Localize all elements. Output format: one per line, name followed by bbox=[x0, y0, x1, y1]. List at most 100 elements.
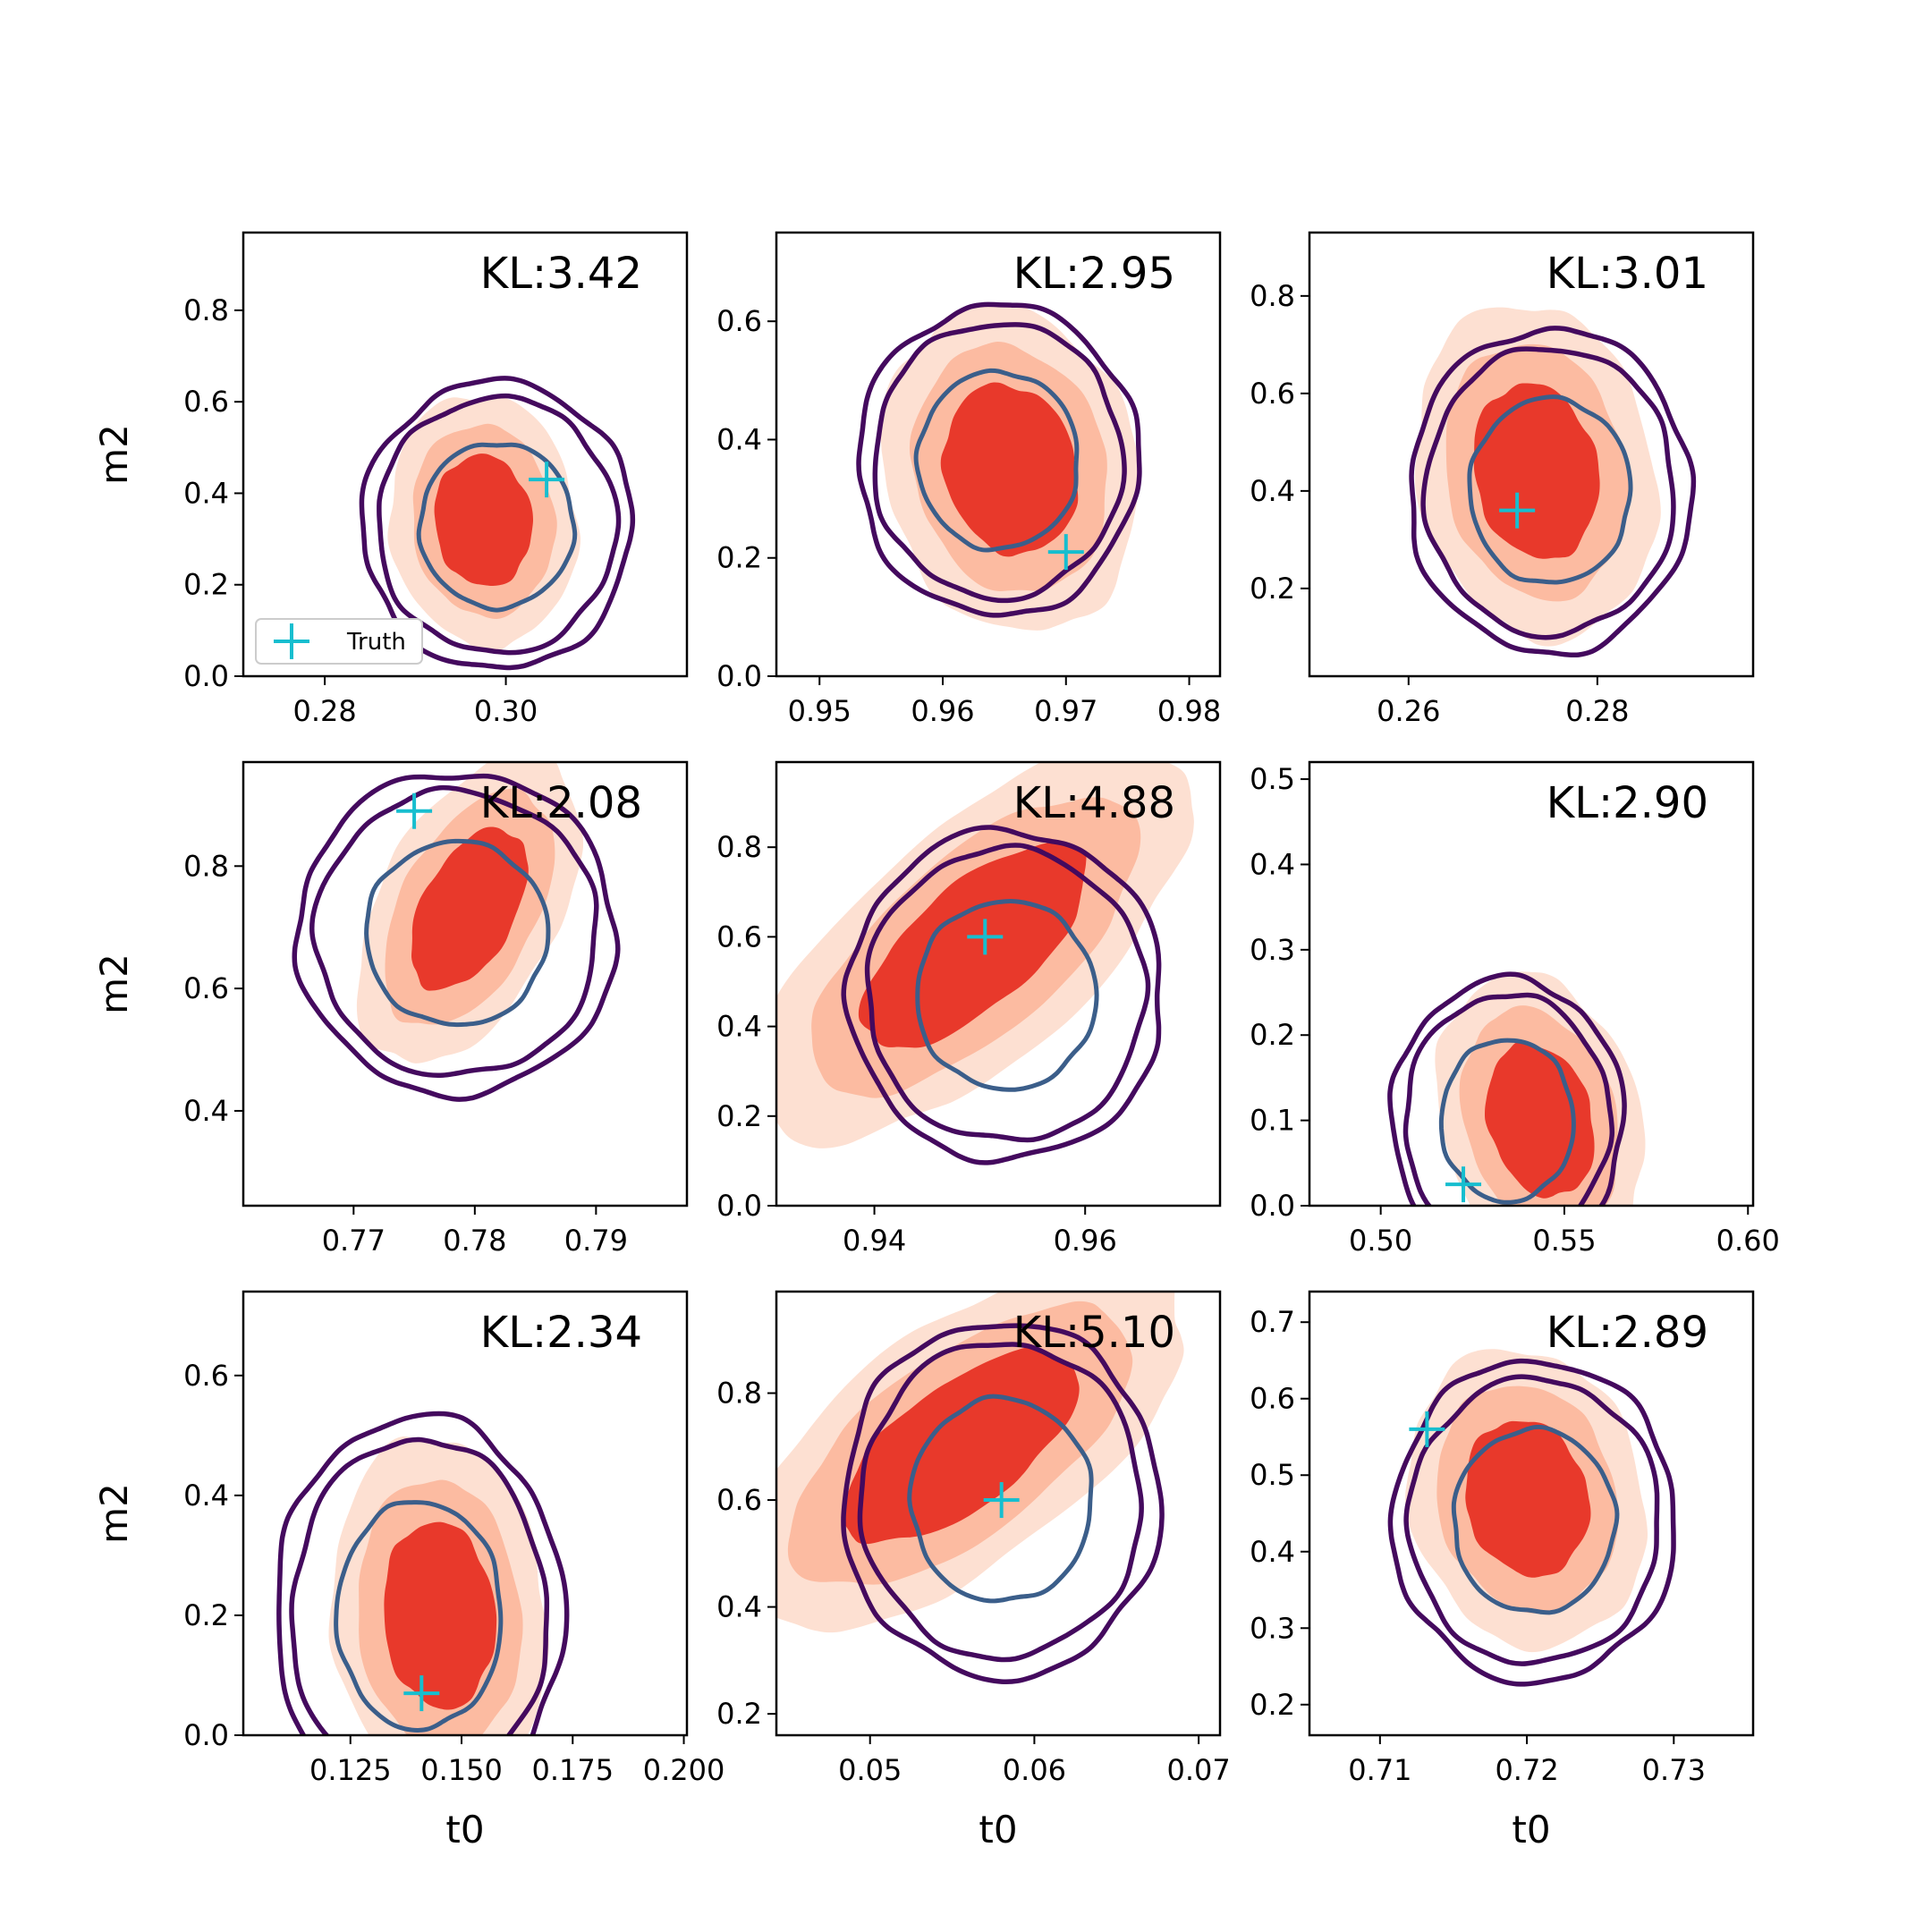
y-tick-label: 0.2 bbox=[1250, 1688, 1295, 1722]
x-tick-label: 0.50 bbox=[1349, 1224, 1412, 1258]
y-tick-label: 0.2 bbox=[1250, 1018, 1295, 1052]
contour-inner bbox=[1438, 1038, 1576, 1205]
density-level-3 bbox=[411, 826, 529, 991]
axes-frame bbox=[242, 760, 689, 1208]
x-tick-label: 0.77 bbox=[322, 1224, 386, 1258]
axes-frame bbox=[775, 760, 1222, 1208]
x-tick-label: 0.28 bbox=[1565, 694, 1629, 728]
y-tick-label: 0.6 bbox=[716, 1483, 762, 1517]
subplot-5: 0.94 0.96 0.0 0.2 0.4 0.6 0.8 KL:4.88 bbox=[716, 760, 1222, 1258]
plot-area bbox=[776, 762, 1194, 1165]
kl-annotation: KL:2.89 bbox=[1546, 1308, 1708, 1358]
plot-area bbox=[292, 762, 621, 1102]
contour-inner bbox=[1451, 1424, 1620, 1615]
x-tick-label: 0.05 bbox=[838, 1753, 902, 1787]
y-tick-label: 0.2 bbox=[716, 1697, 762, 1731]
contour-inner bbox=[364, 838, 551, 1028]
kl-annotation: KL:2.90 bbox=[1546, 778, 1708, 828]
y-tick-label: 0.4 bbox=[716, 1590, 762, 1624]
density-level-3 bbox=[434, 453, 533, 587]
x-axis-label: t0 bbox=[1512, 1808, 1550, 1852]
axes-frame bbox=[775, 231, 1222, 678]
contour-middle bbox=[1402, 992, 1615, 1206]
contour-outer bbox=[1409, 326, 1697, 658]
y-tick-label: 0.0 bbox=[1250, 1189, 1295, 1223]
contour-middle bbox=[857, 1342, 1144, 1663]
y-tick-label: 0.4 bbox=[1250, 847, 1295, 881]
y-axis-label: m2 bbox=[92, 953, 136, 1014]
y-tick-label: 0.2 bbox=[1250, 572, 1295, 606]
x-tick-label: 0.150 bbox=[420, 1753, 503, 1787]
x-tick-label: 0.28 bbox=[292, 694, 356, 728]
contour-inner bbox=[416, 442, 578, 613]
x-tick-label: 0.79 bbox=[564, 1224, 628, 1258]
truth-marker bbox=[983, 1482, 1020, 1519]
subplot-6: 0.50 0.55 0.60 0.0 0.1 0.2 0.3 0.4 0.5 KL:2.90 bbox=[1250, 760, 1780, 1258]
truth-marker bbox=[1047, 534, 1084, 571]
y-tick-label: 0.4 bbox=[183, 1094, 229, 1128]
density-level-3 bbox=[843, 1346, 1080, 1545]
x-tick-label: 0.78 bbox=[443, 1224, 506, 1258]
x-tick-label: 0.06 bbox=[1003, 1753, 1066, 1787]
subplot-2: 0.95 0.96 0.97 0.98 0.0 0.2 0.4 0.6 KL:2.95 bbox=[716, 231, 1222, 728]
density-level-3 bbox=[384, 1521, 497, 1710]
contour-outer bbox=[359, 376, 636, 671]
contour-outer bbox=[841, 825, 1162, 1165]
contour-outer bbox=[276, 1411, 570, 1735]
y-axis-label: m2 bbox=[92, 1483, 136, 1544]
truth-marker bbox=[1445, 1166, 1482, 1203]
contour-middle bbox=[1420, 346, 1676, 640]
kl-annotation: KL:5.10 bbox=[1013, 1308, 1175, 1358]
y-tick-label: 0.8 bbox=[1250, 279, 1295, 313]
y-tick-label: 0.5 bbox=[1250, 762, 1295, 796]
truth-marker bbox=[529, 462, 565, 498]
y-tick-label: 0.6 bbox=[183, 971, 229, 1005]
contour-inner bbox=[1467, 394, 1633, 585]
density-level-3 bbox=[1465, 1420, 1591, 1578]
y-tick-label: 0.6 bbox=[183, 1359, 229, 1393]
plot-area bbox=[1387, 971, 1646, 1206]
x-tick-label: 0.73 bbox=[1642, 1753, 1706, 1787]
contour-outer bbox=[1387, 1358, 1676, 1687]
density-level-3 bbox=[940, 382, 1079, 557]
y-tick-label: 0.8 bbox=[183, 849, 229, 883]
plot-area bbox=[276, 1411, 570, 1735]
x-tick-label: 0.200 bbox=[643, 1753, 725, 1787]
truth-marker bbox=[403, 1675, 440, 1712]
y-tick-label: 0.0 bbox=[183, 659, 229, 693]
subplot-8: 0.05 0.06 0.07 0.2 0.4 0.6 0.8 KL:5.10 t0 bbox=[716, 1290, 1231, 1852]
x-tick-label: 0.175 bbox=[531, 1753, 614, 1787]
truth-marker bbox=[396, 792, 433, 829]
x-tick-label: 0.72 bbox=[1495, 1753, 1558, 1787]
y-tick-label: 0.8 bbox=[183, 293, 229, 327]
subplot-3: 0.26 0.28 0.2 0.4 0.6 0.8 KL:3.01 bbox=[1250, 231, 1755, 728]
x-tick-label: 0.97 bbox=[1034, 694, 1097, 728]
y-tick-label: 0.4 bbox=[183, 1479, 229, 1513]
contour-outer bbox=[841, 1323, 1165, 1684]
x-tick-label: 0.95 bbox=[788, 694, 852, 728]
axes-frame bbox=[1308, 231, 1755, 678]
plot-area bbox=[1387, 1349, 1676, 1687]
x-tick-label: 0.55 bbox=[1532, 1224, 1596, 1258]
y-tick-label: 0.7 bbox=[1250, 1305, 1295, 1339]
truth-marker bbox=[1409, 1411, 1445, 1447]
y-tick-label: 0.4 bbox=[183, 476, 229, 510]
contour-inner bbox=[907, 1394, 1094, 1604]
y-tick-label: 0.1 bbox=[1250, 1104, 1295, 1138]
y-tick-label: 0.0 bbox=[183, 1718, 229, 1752]
y-tick-label: 0.4 bbox=[716, 422, 762, 456]
axes-frame bbox=[775, 1290, 1222, 1737]
x-axis-label: t0 bbox=[445, 1808, 484, 1852]
x-tick-label: 0.94 bbox=[843, 1224, 906, 1258]
y-tick-label: 0.4 bbox=[1250, 1535, 1295, 1569]
kl-annotation: KL:4.88 bbox=[1013, 778, 1175, 828]
y-tick-label: 0.4 bbox=[716, 1010, 762, 1044]
contour-outer bbox=[1387, 971, 1627, 1206]
subplot-9: 0.71 0.72 0.73 0.2 0.3 0.4 0.5 0.6 0.7 KL:2.89 t0 bbox=[1250, 1290, 1755, 1852]
y-tick-label: 0.5 bbox=[1250, 1458, 1295, 1492]
subplot-1: 0.28 0.30 0.0 0.2 0.4 0.6 0.8 KL:3.42 m2 Truth bbox=[92, 231, 689, 728]
kl-annotation: KL:3.01 bbox=[1546, 249, 1708, 299]
y-tick-label: 0.6 bbox=[183, 385, 229, 419]
kl-annotation: KL:2.08 bbox=[480, 778, 642, 828]
